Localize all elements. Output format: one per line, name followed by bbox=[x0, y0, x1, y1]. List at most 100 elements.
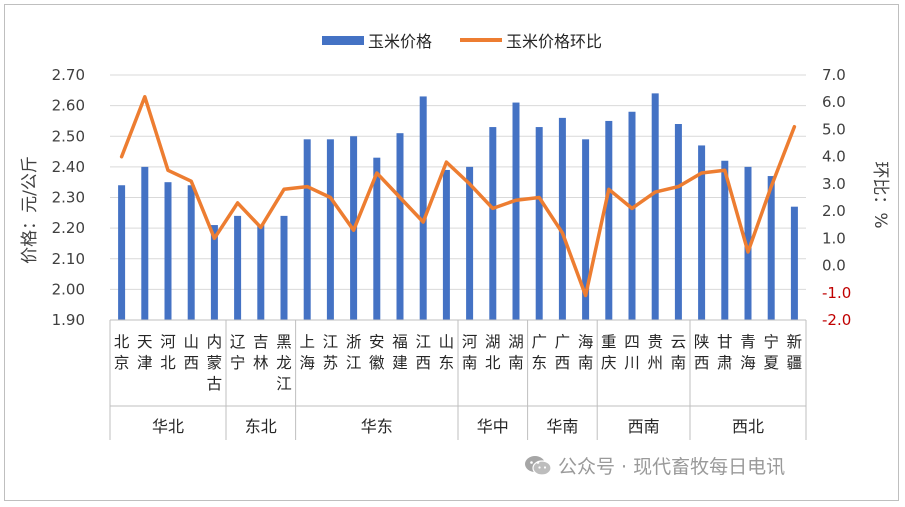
left-tick-label: 2.30 bbox=[52, 189, 85, 207]
group-label: 华东 bbox=[361, 417, 393, 436]
legend-swatch-price bbox=[322, 36, 364, 45]
category-label: 天津 bbox=[137, 333, 153, 372]
watermark: 公众号 · 现代畜牧每日电讯 bbox=[524, 452, 785, 479]
category-label: 福建 bbox=[392, 333, 408, 372]
category-label: 河南 bbox=[462, 333, 478, 372]
wechat-icon bbox=[524, 455, 552, 477]
group-label: 华北 bbox=[152, 417, 184, 436]
left-tick-label: 2.00 bbox=[52, 280, 85, 298]
right-tick-label: 5.0 bbox=[822, 120, 846, 138]
right-tick-label: 4.0 bbox=[822, 148, 846, 166]
bar-青海 bbox=[744, 166, 752, 320]
legend-label-price: 玉米价格 bbox=[368, 32, 432, 51]
bar-内蒙古 bbox=[210, 225, 218, 320]
bar-辽宁 bbox=[234, 215, 242, 320]
right-tick-label: -1.0 bbox=[822, 284, 851, 302]
bar-湖南 bbox=[512, 102, 520, 320]
category-label: 云南 bbox=[671, 333, 687, 372]
line-series bbox=[119, 95, 797, 298]
legend-label-mom: 玉米价格环比 bbox=[506, 32, 602, 51]
right-tick-label: -2.0 bbox=[822, 311, 851, 329]
left-tick-label: 2.10 bbox=[52, 250, 85, 268]
category-label: 辽宁 bbox=[230, 333, 246, 372]
category-label: 宁夏 bbox=[763, 333, 779, 372]
bar-河南 bbox=[466, 166, 474, 320]
bar-广东 bbox=[535, 127, 543, 320]
category-label: 湖南 bbox=[508, 333, 524, 372]
category-label: 湖北 bbox=[485, 333, 501, 372]
category-label: 贵州 bbox=[647, 333, 663, 372]
group-label: 华中 bbox=[477, 417, 509, 436]
category-label: 山东 bbox=[439, 333, 455, 372]
y-axis-title-left: 价格：元/公斤 bbox=[20, 156, 40, 264]
bar-福建 bbox=[396, 133, 404, 320]
category-label: 江苏 bbox=[323, 333, 339, 372]
bar-甘肃 bbox=[721, 160, 729, 320]
bar-河北 bbox=[164, 182, 172, 320]
bar-安徽 bbox=[373, 157, 381, 320]
bar-宁夏 bbox=[767, 176, 775, 320]
mom-line bbox=[119, 95, 797, 298]
bar-重庆 bbox=[605, 120, 613, 320]
legend: 玉米价格 玉米价格环比 bbox=[322, 32, 602, 51]
category-label: 吉林 bbox=[253, 333, 269, 372]
bar-贵州 bbox=[651, 93, 659, 320]
category-label: 青海 bbox=[740, 333, 756, 372]
bar-吉林 bbox=[257, 225, 265, 320]
category-label: 新疆 bbox=[787, 333, 803, 372]
right-tick-label: 7.0 bbox=[822, 66, 846, 84]
left-axis: 2.70 2.60 2.50 2.40 2.30 2.20 2.10 2.00 1.90 bbox=[52, 66, 85, 329]
bar-天津 bbox=[141, 166, 149, 320]
category-label: 内蒙古 bbox=[207, 333, 223, 393]
category-label: 北京 bbox=[114, 333, 130, 372]
bar-湖北 bbox=[489, 127, 497, 320]
right-tick-label: 0.0 bbox=[822, 257, 846, 275]
bar-上海 bbox=[303, 139, 311, 320]
bar-山东 bbox=[442, 169, 450, 320]
right-tick-label: 2.0 bbox=[822, 202, 846, 220]
category-label: 陕西 bbox=[694, 333, 710, 372]
bar-陕西 bbox=[698, 145, 706, 320]
category-label: 海南 bbox=[578, 333, 594, 372]
category-label: 重庆 bbox=[601, 333, 617, 372]
category-label: 黑龙江 bbox=[276, 333, 292, 393]
right-tick-label: 6.0 bbox=[822, 93, 846, 111]
watermark-text: 公众号 · 现代畜牧每日电讯 bbox=[558, 456, 786, 478]
category-label: 广西 bbox=[555, 333, 571, 372]
left-tick-label: 1.90 bbox=[52, 311, 85, 329]
bar-江西 bbox=[419, 96, 427, 320]
bar-云南 bbox=[674, 124, 682, 320]
left-tick-label: 2.70 bbox=[52, 66, 85, 84]
left-tick-label: 2.50 bbox=[52, 127, 85, 145]
bar-series bbox=[118, 93, 798, 320]
category-label: 甘肃 bbox=[717, 333, 733, 372]
category-label: 河北 bbox=[160, 333, 176, 372]
right-axis: 7.0 6.0 5.0 4.0 3.0 2.0 1.0 0.0 -1.0 -2.0 bbox=[822, 66, 851, 329]
left-tick-label: 2.60 bbox=[52, 97, 85, 115]
bar-四川 bbox=[628, 111, 636, 320]
category-label: 山西 bbox=[183, 333, 199, 372]
y-axis-title-right: 环比：% bbox=[870, 161, 890, 228]
bar-海南 bbox=[582, 139, 590, 320]
group-label: 东北 bbox=[245, 417, 277, 436]
category-label: 广东 bbox=[531, 333, 547, 372]
bar-山西 bbox=[187, 185, 195, 320]
right-tick-label: 3.0 bbox=[822, 175, 846, 193]
left-tick-label: 2.40 bbox=[52, 158, 85, 176]
category-label: 安徽 bbox=[369, 333, 385, 372]
category-label: 江西 bbox=[415, 333, 431, 372]
category-label: 上海 bbox=[299, 333, 315, 372]
category-label: 四川 bbox=[624, 333, 640, 372]
group-label: 西南 bbox=[628, 417, 660, 436]
bar-黑龙江 bbox=[280, 215, 288, 320]
group-label: 华南 bbox=[546, 417, 578, 436]
category-axis: 北京天津河北山西内蒙古辽宁吉林黑龙江上海江苏浙江安徽福建江西山东河南湖北湖南广东… bbox=[109, 319, 807, 440]
left-tick-label: 2.20 bbox=[52, 219, 85, 237]
group-label: 西北 bbox=[732, 417, 764, 436]
bar-江苏 bbox=[326, 139, 334, 320]
category-label: 浙江 bbox=[346, 333, 362, 372]
right-tick-label: 1.0 bbox=[822, 229, 846, 247]
bar-新疆 bbox=[790, 206, 798, 320]
bar-广西 bbox=[558, 117, 566, 320]
